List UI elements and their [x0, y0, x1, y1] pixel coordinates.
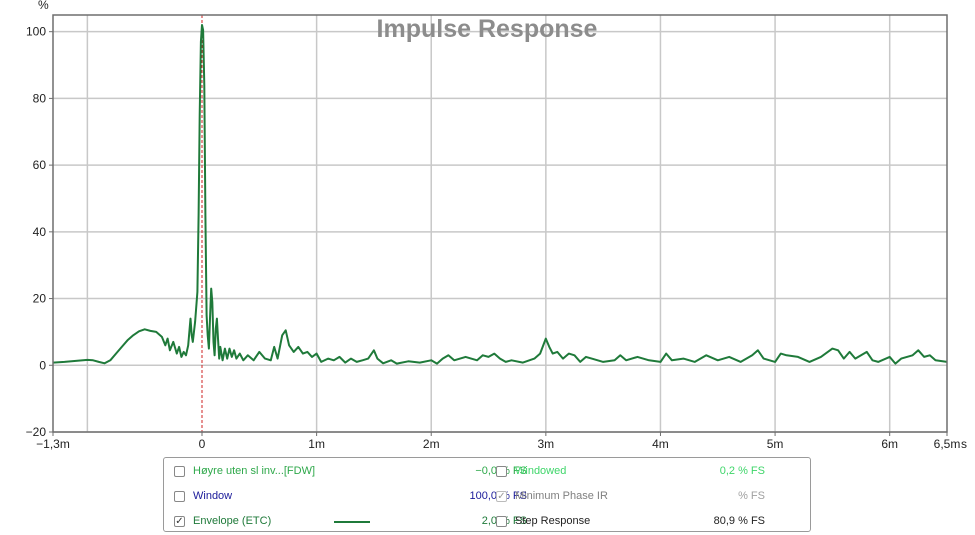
- legend-value-3: % FS: [738, 490, 765, 502]
- x-tick-label-3: 2m: [423, 437, 440, 451]
- legend-item-5[interactable]: Step Response: [496, 511, 590, 531]
- grid-lines: [53, 15, 947, 433]
- legend-value-5: 80,9 % FS: [713, 515, 765, 527]
- series-line-0: [52, 24, 948, 365]
- x-tick-label-1: 0: [199, 437, 206, 451]
- legend-item-1[interactable]: Windowed: [496, 461, 566, 481]
- legend-panel: Høyre uten sl inv...[FDW]−0,0 % FSWindow…: [163, 457, 811, 532]
- y-axis-ticks: 100 80 60 40 20 0 −20: [26, 25, 53, 439]
- y-tick-label-2: 60: [33, 158, 47, 172]
- y-tick-label-1: 80: [33, 91, 47, 105]
- legend-item-3[interactable]: ✓ Minimum Phase IR: [496, 486, 608, 506]
- series-layer: [52, 24, 948, 365]
- x-tick-label-5: 4m: [652, 437, 669, 451]
- y-tick-label-6: −20: [26, 425, 47, 439]
- legend-checkbox-5[interactable]: [496, 515, 507, 527]
- legend-label-3: Minimum Phase IR: [515, 490, 608, 502]
- x-tick-label-6: 5m: [767, 437, 784, 451]
- y-tick-label-3: 40: [33, 225, 47, 239]
- legend-value-1: 0,2 % FS: [719, 465, 765, 477]
- legend-checkbox-0[interactable]: [174, 465, 185, 477]
- x-axis-unit: s: [961, 437, 967, 451]
- x-tick-label-0: −1,3m: [36, 437, 70, 451]
- legend-item-2[interactable]: Window: [174, 486, 232, 506]
- legend-checkbox-4[interactable]: ✓: [174, 515, 185, 527]
- legend-label-4: Envelope (ETC): [193, 515, 272, 527]
- legend-label-5: Step Response: [515, 515, 591, 527]
- y-tick-label-0: 100: [26, 25, 46, 39]
- legend-label-0: Høyre uten sl inv...[FDW]: [193, 465, 316, 477]
- legend-checkbox-1[interactable]: [496, 465, 507, 477]
- x-tick-label-8: 6,5m: [934, 437, 961, 451]
- legend-item-0[interactable]: Høyre uten sl inv...[FDW]: [174, 461, 315, 481]
- plot-frame: [52, 14, 948, 433]
- legend-label-2: Window: [193, 490, 233, 502]
- legend-item-4[interactable]: ✓ Envelope (ETC): [174, 511, 271, 531]
- legend-label-1: Windowed: [515, 465, 567, 477]
- chart-title: Impulse Response: [377, 15, 598, 43]
- legend-swatch-4: [334, 521, 370, 523]
- x-tick-label-7: 6m: [881, 437, 898, 451]
- x-axis-ticks: −1,3m 0 1m 2m 3m 4m 5m 6m 6,5m: [36, 432, 960, 451]
- legend-checkbox-3[interactable]: ✓: [496, 490, 507, 502]
- x-tick-label-2: 1m: [308, 437, 325, 451]
- x-tick-label-4: 3m: [538, 437, 555, 451]
- y-tick-label-4: 20: [33, 292, 47, 306]
- y-tick-label-5: 0: [39, 358, 46, 372]
- y-axis-unit: %: [38, 0, 49, 12]
- legend-checkbox-2[interactable]: [174, 490, 185, 502]
